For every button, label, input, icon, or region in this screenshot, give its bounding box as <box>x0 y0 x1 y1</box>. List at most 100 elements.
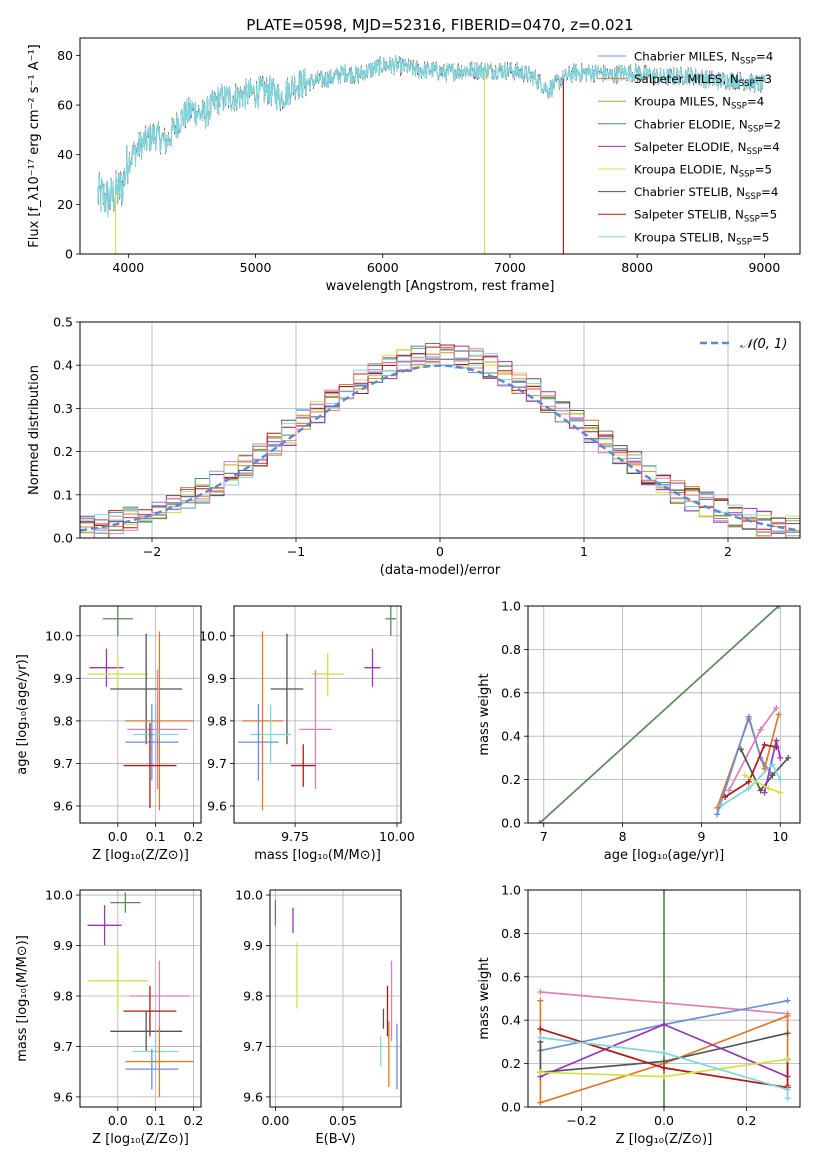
y-axis-label: mass [log₁₀(M/M⊙)] <box>15 935 30 1062</box>
legend-label-base: Kroupa STELIB, N <box>634 230 736 244</box>
y-axis-label: mass weight <box>477 673 492 755</box>
axes-frame <box>79 321 801 539</box>
y-tick-label: 0.2 <box>501 1056 521 1071</box>
x-axis-label: E(B-V) <box>315 1132 355 1147</box>
weight-marker <box>714 811 721 818</box>
legend-label-base: Salpeter ELODIE, N <box>634 140 746 154</box>
x-axis-label: Z [log₁₀(Z/Z⊙)] <box>616 1132 713 1147</box>
weight-marker <box>784 1012 791 1019</box>
age_vs_mass-axes: 9.75 10.00 9.6 9.7 9.8 9.9 10.0 mass [log₁₀(M/M… <box>199 606 415 863</box>
legend-label-base: Chabrier ELODIE, N <box>634 117 748 131</box>
legend-label-tail: =4 <box>747 95 764 109</box>
weight-marker <box>784 997 791 1004</box>
x-tick-label: −1 <box>287 544 305 559</box>
x-tick-label: 0.1 <box>146 1113 166 1128</box>
weight-marker <box>777 776 784 783</box>
y-tick-label: 1.0 <box>501 599 521 614</box>
y-tick-label: 9.7 <box>53 756 73 771</box>
legend-label-tail: =4 <box>756 50 773 64</box>
y-axis-label: Flux [f_λ10⁻¹⁷ erg cm⁻² s⁻¹ A⁻¹] <box>27 44 42 248</box>
mass_weight_vs_age-lines <box>536 606 792 823</box>
y-tick-label: 0.1 <box>53 487 73 502</box>
x-tick-label: 0.2 <box>183 1113 203 1128</box>
weight-marker <box>722 793 729 800</box>
legend-label-tail: =5 <box>755 163 772 177</box>
x-tick-label: 9000 <box>748 260 780 275</box>
legend-label-tail: =3 <box>755 72 772 86</box>
weight-marker <box>726 787 733 794</box>
legend-label: Chabrier MILES, NSSP=4 <box>634 50 773 67</box>
legend-label: Salpeter MILES, NSSP=3 <box>634 72 772 89</box>
mass_vs_Z-axes: 0.0 0.1 0.2 9.6 9.7 9.8 9.9 10.0 Z [log₁₀(Z/Z⊙)]… <box>15 888 203 1147</box>
weight-marker <box>769 761 776 768</box>
spectrum-series-line <box>97 55 766 217</box>
legend-label-sub: SSP <box>746 147 762 157</box>
spectrum-axes: 4000 5000 6000 7000 8000 9000 0 20 40 60 80 wavelen… <box>27 44 780 294</box>
weight-marker <box>773 704 780 711</box>
y-tick-label: 0.6 <box>501 685 521 700</box>
y-tick-label: 9.7 <box>53 1039 73 1054</box>
x-axis-label: (data-model)/error <box>380 563 501 578</box>
weight-line <box>720 762 782 807</box>
legend-label-tail: =4 <box>762 140 779 154</box>
mass_vs_EBV-axes: 0.00 0.05 9.6 9.7 9.8 9.9 10.0 E(B-V) <box>235 888 401 1147</box>
x-axis-label: Z [log₁₀(Z/Z⊙)] <box>92 1132 189 1147</box>
legend-label-tail: =5 <box>752 230 769 244</box>
y-tick-label: 0.0 <box>501 816 521 831</box>
x-tick-label: 9.75 <box>281 829 309 844</box>
axes-frame <box>527 889 801 1108</box>
legend-label: Salpeter STELIB, NSSP=5 <box>634 208 777 225</box>
age_vs_Z-axes: 0.0 0.1 0.2 9.6 9.7 9.8 9.9 10.0 Z [log₁₀(Z/Z⊙)]… <box>15 606 203 863</box>
x-tick-label: −2 <box>143 544 161 559</box>
y-tick-label: 9.9 <box>207 671 227 686</box>
legend-label-base: Salpeter STELIB, N <box>634 208 744 222</box>
legend-label: Salpeter ELODIE, NSSP=4 <box>634 140 780 157</box>
legend-label: Chabrier STELIB, NSSP=4 <box>634 185 778 202</box>
legend-label-base: Chabrier MILES, N <box>634 50 740 64</box>
x-tick-label: 8000 <box>621 260 653 275</box>
x-tick-label: 6000 <box>367 260 399 275</box>
weight-marker <box>661 890 667 893</box>
x-tick-label: 0.0 <box>654 1113 674 1128</box>
axes-frame <box>233 605 402 824</box>
legend-label-tail: =4 <box>761 185 778 199</box>
legend-label-base: Kroupa ELODIE, N <box>634 163 739 177</box>
x-tick-label: 5000 <box>240 260 272 275</box>
y-tick-label: 10.0 <box>45 888 73 903</box>
y-tick-label: 0.2 <box>501 772 521 787</box>
y-tick-label: 0.8 <box>501 642 521 657</box>
plot-layer: 4000 5000 6000 7000 8000 9000020406080wavelen… <box>15 37 801 1147</box>
weight-line <box>540 991 788 1015</box>
y-tick-label: 9.7 <box>243 1039 263 1054</box>
x-tick-label: 0.0 <box>108 1113 128 1128</box>
weight-marker <box>769 772 776 779</box>
y-axis-label: mass weight <box>477 957 492 1039</box>
y-tick-label: 0.6 <box>501 969 521 984</box>
legend-label: Kroupa MILES, NSSP=4 <box>634 95 764 112</box>
spectrum-lines <box>97 55 766 254</box>
residual-histograms <box>80 343 800 538</box>
weight-line <box>716 713 774 815</box>
residual-legend: 𝒩(0, 1) <box>700 337 787 352</box>
age_vs_Z-errorbars <box>87 606 194 811</box>
x-tick-label: 0 <box>436 544 444 559</box>
x-axis-label: mass [log₁₀(M/M⊙)] <box>254 848 381 863</box>
y-tick-label: 9.6 <box>53 798 73 813</box>
figure-title: PLATE=0598, MJD=52316, FIBERID=0470, z=0… <box>246 16 633 34</box>
y-tick-label: 20 <box>57 197 73 212</box>
legend-label-base: Salpeter MILES, N <box>634 72 739 86</box>
y-tick-label: 10.0 <box>199 628 227 643</box>
y-tick-label: 9.8 <box>53 713 73 728</box>
x-tick-label: 1 <box>580 544 588 559</box>
x-tick-label: 4000 <box>112 260 144 275</box>
weight-marker <box>761 741 768 748</box>
x-axis-label: wavelength [Angstrom, rest frame] <box>326 279 555 294</box>
axes-frame <box>269 889 402 1108</box>
weight-line <box>540 1036 789 1099</box>
weight-marker <box>745 785 752 792</box>
x-tick-label: 9 <box>697 829 705 844</box>
y-tick-label: 9.8 <box>53 988 73 1003</box>
legend-label-tail: =2 <box>764 117 781 131</box>
weight-marker <box>785 754 792 761</box>
y-tick-label: 0.4 <box>501 729 521 744</box>
